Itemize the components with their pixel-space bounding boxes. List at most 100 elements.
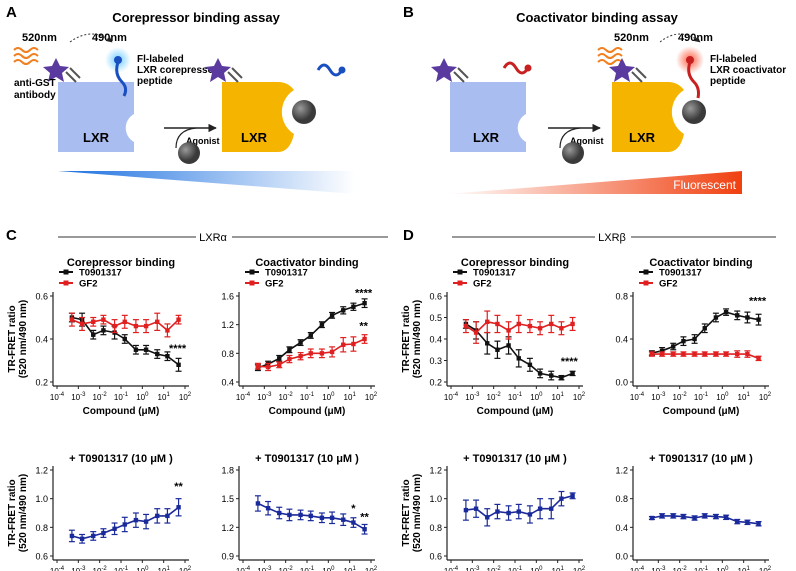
y-tick-label: 1.2 — [429, 466, 442, 476]
data-point — [122, 336, 127, 342]
legend-marker — [457, 280, 463, 286]
data-point — [723, 309, 729, 315]
significance-annotation: **** — [169, 343, 187, 355]
data-point — [341, 517, 346, 522]
y-axis-label: TR-FRET ratio — [401, 479, 412, 546]
data-point — [341, 342, 346, 347]
data-point — [155, 513, 160, 519]
data-point — [69, 533, 75, 539]
legend-label: GF2 — [265, 279, 283, 290]
y-tick-label: 0.0 — [615, 378, 628, 388]
legend-marker — [63, 280, 69, 286]
series-t0901317 — [254, 298, 368, 372]
y-axis-label: (520 nm/490 nm) — [18, 474, 29, 552]
significance-annotation: ** — [360, 512, 369, 524]
x-tick-label: 10-1 — [508, 566, 523, 571]
x-tick-label: 100 — [716, 392, 729, 402]
x-tick-label: 102 — [573, 566, 586, 571]
x-tick-label: 10-2 — [93, 566, 108, 571]
x-tick-label: 102 — [179, 392, 192, 402]
data-point — [659, 348, 665, 354]
y-tick-label: 1.6 — [221, 292, 234, 302]
data-point — [559, 326, 564, 331]
data-point — [112, 526, 117, 531]
legend-label: T0901317 — [79, 268, 122, 279]
data-point — [692, 351, 697, 357]
data-point — [362, 336, 367, 342]
data-point — [723, 351, 729, 357]
x-tick-label: 10-3 — [651, 392, 666, 402]
data-point — [527, 323, 533, 329]
x-tick-label: 101 — [552, 566, 565, 571]
x-tick-label: 10-4 — [50, 392, 65, 402]
chart-title: Corepressor binding — [67, 257, 175, 269]
data-point — [329, 349, 335, 355]
data-point — [91, 319, 96, 324]
legend-label: GF2 — [79, 279, 97, 290]
x-tick-label: 10-4 — [50, 566, 65, 571]
chart-title: Corepressor binding — [461, 257, 569, 269]
chart-title: + T0901317 (10 μM ) — [463, 453, 567, 465]
y-tick-label: 1.2 — [221, 523, 234, 533]
peptide-label-line1: Fl-labeled — [710, 54, 757, 65]
legend-marker — [643, 280, 649, 286]
y-tick-label: 0.2 — [35, 378, 48, 388]
data-point — [91, 332, 96, 337]
excitation-wavelength: 520nm — [614, 32, 649, 44]
lxr-label-right: LXR — [241, 130, 268, 145]
data-point — [516, 509, 521, 514]
x-tick-label: 10-3 — [71, 392, 86, 402]
data-point — [265, 506, 271, 511]
data-point — [713, 315, 719, 320]
data-point — [570, 321, 575, 327]
y-axis-label: TR-FRET ratio — [7, 479, 18, 546]
data-point — [559, 496, 564, 501]
y-tick-label: 0.4 — [615, 523, 628, 533]
data-point — [351, 341, 356, 347]
data-point — [351, 304, 356, 309]
data-point — [362, 527, 367, 532]
x-tick-label: 10-2 — [279, 566, 294, 571]
legend-label: GF2 — [659, 279, 677, 290]
y-tick-label: 0.4 — [615, 335, 628, 345]
data-point — [143, 323, 149, 329]
data-point — [537, 326, 543, 331]
data-point — [463, 507, 469, 513]
series-t0901317 — [648, 308, 762, 356]
data-point — [133, 517, 139, 523]
x-tick-label: 10-1 — [508, 392, 523, 402]
excitation-light-icon — [13, 47, 39, 65]
header-mask — [595, 228, 631, 244]
data-point — [165, 328, 170, 333]
y-tick-label: 1.2 — [615, 466, 628, 476]
x-tick-label: 102 — [365, 566, 378, 571]
significance-annotation: **** — [561, 356, 579, 368]
data-point — [735, 519, 740, 524]
data-point — [485, 515, 490, 520]
data-point — [101, 317, 106, 322]
lxr-label: LXR — [473, 130, 500, 145]
data-point — [702, 326, 707, 331]
data-point — [659, 351, 665, 357]
lxr-label-right: LXR — [629, 130, 656, 145]
panel-b-title: Coactivator binding assay — [516, 10, 679, 25]
chart-c-bottom-right: + T0901317 (10 μM ) 0.9 1.2 1.5 1.8 10-4 10-3 1… — [221, 453, 377, 571]
x-tick-label: 10-3 — [465, 566, 480, 571]
bound-agonist-icon — [292, 100, 316, 124]
data-point — [319, 515, 325, 520]
data-point — [463, 323, 469, 329]
x-tick-label: 100 — [136, 566, 149, 571]
legend-marker — [457, 269, 463, 275]
data-point — [495, 509, 500, 514]
antibody-label-line2: antibody — [14, 90, 56, 101]
data-point — [681, 514, 686, 519]
data-point — [255, 501, 261, 506]
data-point — [133, 347, 139, 352]
chart-d-bottom-right: + T0901317 (10 μM ) 0.0 0.4 0.8 1.2 10-4 10-3 1… — [615, 453, 771, 571]
x-tick-label: 10-4 — [236, 392, 251, 402]
y-axis-label: (520 nm/490 nm) — [18, 300, 29, 378]
data-point — [308, 351, 313, 356]
data-point — [485, 319, 490, 324]
fret-arrow — [69, 33, 113, 43]
data-point — [308, 513, 313, 519]
